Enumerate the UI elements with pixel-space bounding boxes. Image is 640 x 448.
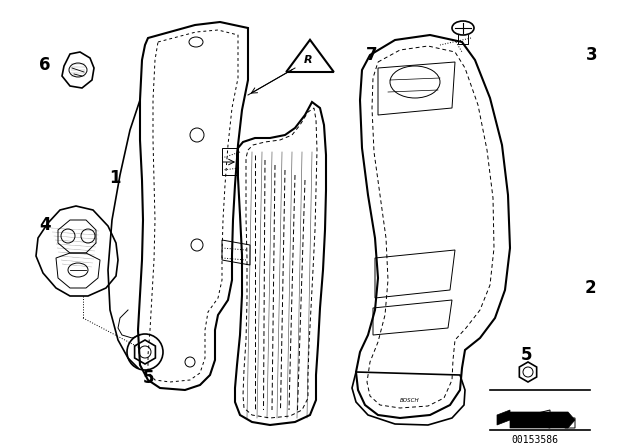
Polygon shape [497, 410, 510, 425]
Text: 6: 6 [39, 56, 51, 74]
Text: 7: 7 [366, 46, 378, 64]
Text: R: R [304, 55, 312, 65]
Text: 5: 5 [142, 369, 154, 387]
Text: 00153586: 00153586 [511, 435, 559, 445]
Text: 1: 1 [109, 169, 121, 187]
Text: 4: 4 [39, 216, 51, 234]
Text: 3: 3 [586, 46, 598, 64]
Text: 2: 2 [584, 279, 596, 297]
Text: 5: 5 [521, 346, 532, 364]
Text: BOSCH: BOSCH [400, 397, 420, 402]
Polygon shape [510, 412, 575, 428]
